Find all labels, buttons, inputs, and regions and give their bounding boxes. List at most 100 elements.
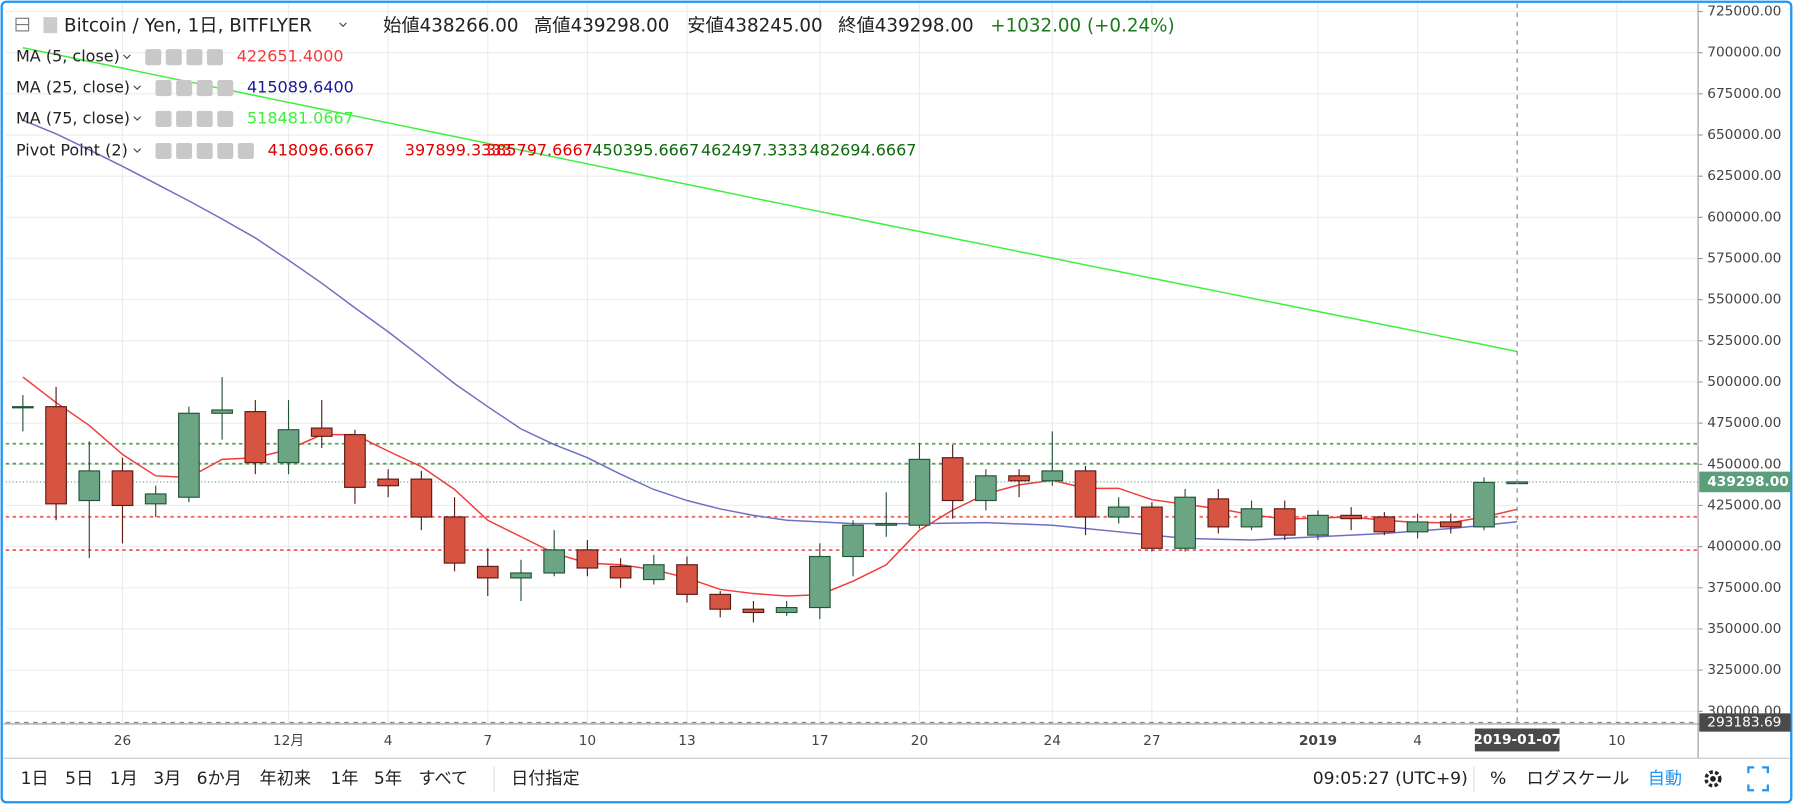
range-button[interactable]: 1年 [330,769,358,789]
x-tick-label: 4 [1413,733,1422,749]
crosshair-date: 2019-01-07 [1473,732,1561,748]
legend-icon[interactable] [217,142,234,159]
legend-icon[interactable] [176,142,193,159]
legend-icon[interactable] [176,80,193,97]
crosshair-date-box [1474,728,1560,752]
candle-body [742,608,765,614]
y-tick-label: 325000.00 [1707,662,1781,678]
gear-center [1710,775,1716,782]
legend-icon[interactable] [155,142,172,159]
x-tick-label: 7 [483,733,492,749]
legend-name[interactable]: MA (25, close) [16,78,130,97]
candle-body [211,409,233,414]
plot-area [5,3,1699,723]
legend-icon[interactable] [155,110,172,127]
legend-name[interactable]: MA (75, close) [16,108,130,127]
legend-icon[interactable] [155,80,172,97]
legend-icon[interactable] [176,110,193,127]
legend-icon[interactable] [196,80,213,97]
auto-button[interactable]: 自動 [1648,769,1682,789]
range-button[interactable]: 6か月 [197,769,242,789]
candle-body [111,470,134,507]
x-tick-label: 10 [1608,733,1625,749]
stat-label: 高値 [534,15,571,36]
legend-icon[interactable] [186,49,203,66]
y-tick-label: 450000.00 [1707,456,1781,472]
header-stat: 始値438266.00 [383,15,518,36]
legend-icon[interactable] [206,49,223,66]
legend-icon[interactable] [165,49,182,66]
candle-body [1174,496,1196,549]
legend-icon[interactable] [196,142,213,159]
pivot-value: 482694.6667 [810,140,917,159]
range-button[interactable]: 年初来 [260,769,311,789]
y-tick-label: 700000.00 [1707,45,1781,61]
candle-body [576,549,599,569]
y-tick-label: 550000.00 [1707,292,1781,308]
stat-value: 438245.00 [724,15,823,36]
candle-body [1439,521,1462,528]
candle-body [1074,470,1097,518]
x-tick-label: 10 [579,733,596,749]
candle-body [510,572,532,579]
pivot-value: 397899.3333 [405,140,512,159]
legend-icon[interactable] [145,49,162,66]
candle-body [244,411,267,464]
range-button[interactable]: 1日 [21,769,49,789]
legend-icon[interactable] [217,110,234,127]
legend-name[interactable]: Pivot Point (2) [16,140,128,159]
crosshair-price-box [1699,713,1791,732]
symbol-title[interactable]: Bitcoin / Yen, 1日, BITFLYER [64,15,312,36]
candle-body [1008,475,1030,482]
stat-value: 439298.00 [571,15,670,36]
candle-body [908,458,931,526]
candle-body [310,427,333,437]
settings-icon[interactable] [1704,770,1722,788]
candle-body [1207,498,1230,528]
candle-body [476,565,499,579]
y-tick-label: 575000.00 [1707,250,1781,266]
clock: 09:05:27 (UTC+9) [1313,769,1468,789]
candle-body [344,434,366,488]
fullscreen-icon[interactable] [1747,766,1769,792]
range-button[interactable]: 3月 [153,769,181,789]
candle-body [642,564,665,581]
legend-icon[interactable] [237,142,254,159]
pivot-value: 418096.6667 [268,140,375,159]
date-range-button[interactable]: 日付指定 [511,769,580,789]
candle-body [277,429,300,464]
range-button[interactable]: 1月 [110,769,138,789]
candle-body [775,606,798,614]
legend-icon[interactable] [196,110,213,127]
toolbar: 1日 5日 1月 3月 6か月 年初来 1年 5年 すべて 日付指定 09:05:27 (UTC+9… [21,769,1682,789]
percent-button[interactable]: % [1490,769,1506,789]
header-stat: 高値439298.00 [534,15,669,36]
range-button[interactable]: 5日 [65,769,93,789]
legend-name[interactable]: MA (5, close) [16,47,120,66]
candle-body [1406,521,1429,533]
y-tick-label: 675000.00 [1707,86,1781,102]
candle-body [609,565,632,579]
range-button[interactable]: 5年 [374,769,402,789]
symbol-icon [43,17,58,34]
x-tick-label: 20 [911,733,928,749]
legend-chevron [133,148,142,153]
candle-body [1240,508,1263,528]
candle-body [875,523,898,526]
legend-chevron [123,54,131,60]
candle-body [1340,514,1363,520]
candle-body [1141,506,1163,549]
pivot-value: 385797.6667 [486,140,593,159]
candle-body [676,564,698,595]
y-tick-label: 475000.00 [1707,415,1781,431]
legend-icon[interactable] [217,80,234,97]
legend-chevron [133,116,142,121]
candle-body [443,516,466,564]
candle-body [1107,506,1130,518]
y-tick-label: 650000.00 [1707,127,1781,143]
candle-body [1273,508,1296,536]
range-button[interactable]: すべて [419,769,469,789]
log-button[interactable]: ログスケール [1527,769,1630,789]
